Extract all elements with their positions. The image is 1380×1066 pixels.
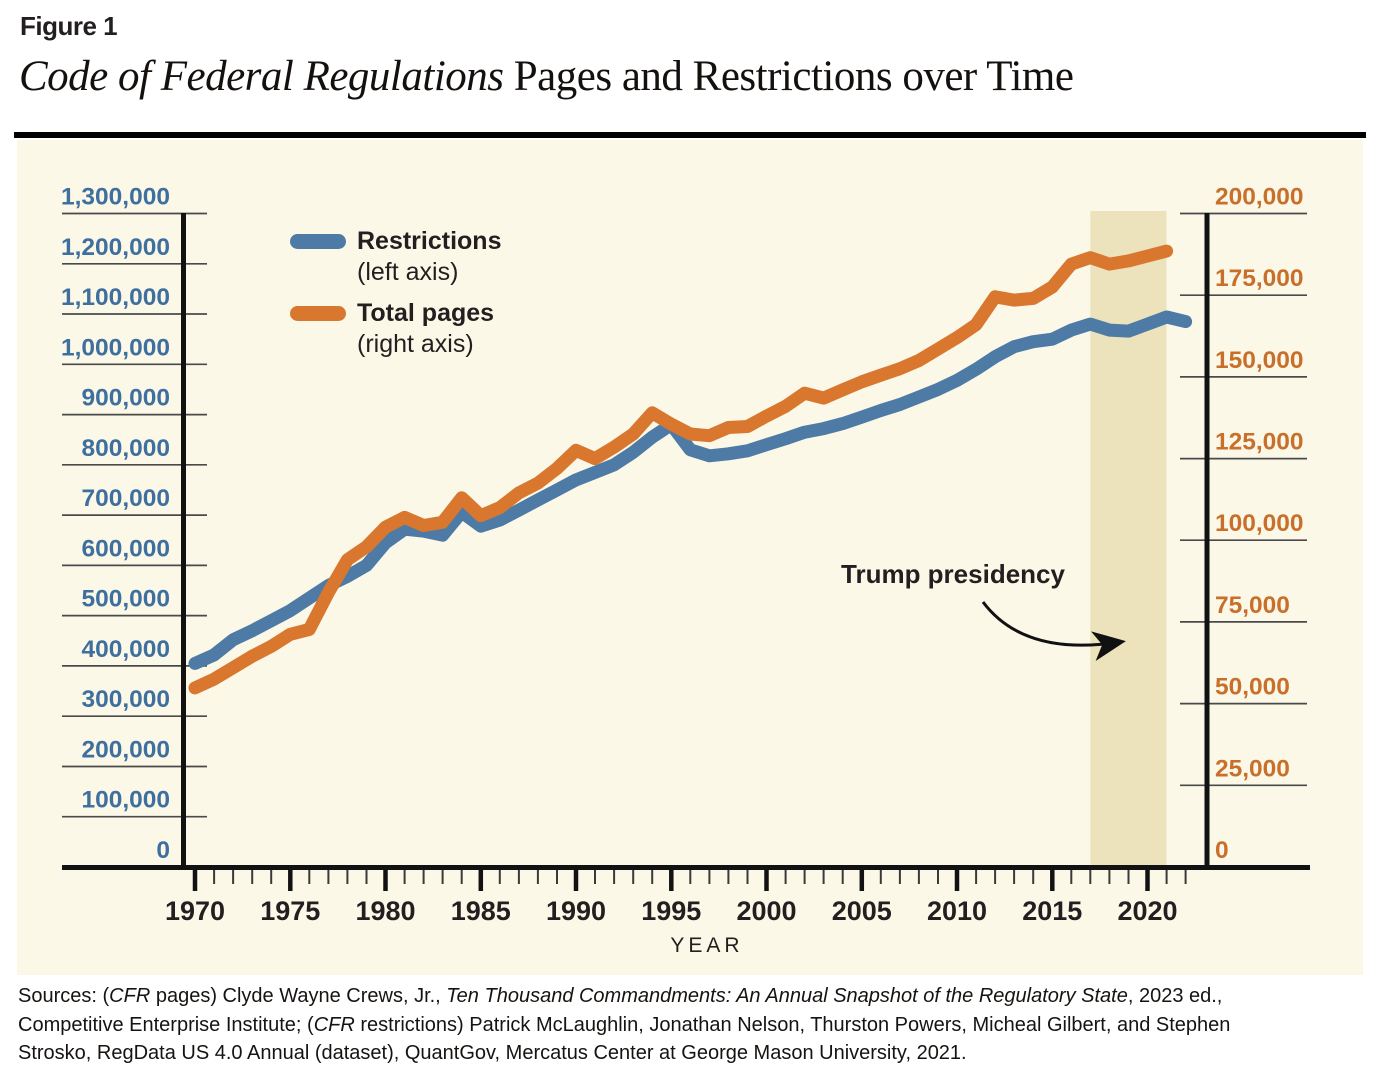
x-axis-tick-label: 1990 xyxy=(546,896,606,926)
legend-swatch-restrictions xyxy=(290,234,346,249)
left-axis-tick-label: 200,000 xyxy=(81,737,170,764)
source-segment-italic: CFR xyxy=(109,985,151,1007)
left-axis-tick-label: 800,000 xyxy=(81,435,170,462)
left-axis-tick-label: 0 xyxy=(156,837,170,864)
legend-label-restrictions: Restrictions xyxy=(357,227,502,255)
right-axis-tick-label: 0 xyxy=(1215,837,1229,864)
source-segment: Strosko, RegData US 4.0 Annual (dataset)… xyxy=(18,1042,967,1064)
right-axis-tick-label: 75,000 xyxy=(1215,592,1290,619)
right-axis-tick-label: 50,000 xyxy=(1215,674,1290,701)
page-title-regular: Pages and Restrictions over Time xyxy=(503,53,1074,100)
left-axis-tick-label: 900,000 xyxy=(81,385,170,412)
x-axis-tick-label: 1995 xyxy=(641,896,701,926)
left-axis-tick-label: 300,000 xyxy=(81,686,170,713)
x-axis-tick-label: 1975 xyxy=(260,896,320,926)
source-segment: , 2023 ed., xyxy=(1127,985,1223,1007)
x-axis-tick-label: 2010 xyxy=(927,896,987,926)
trump-presidency-arrow xyxy=(981,601,1126,661)
source-line: Sources: (CFR pages) Clyde Wayne Crews, … xyxy=(18,982,1366,1011)
x-axis-tick-label: 1980 xyxy=(355,896,415,926)
source-segment: Sources: ( xyxy=(18,985,110,1007)
series-line-total-pages xyxy=(188,244,1174,695)
trump-presidency-annotation: Trump presidency xyxy=(841,559,1065,589)
x-axis-tick-label: 2005 xyxy=(832,896,892,926)
title-divider-rule xyxy=(14,132,1366,138)
left-axis-tick-label: 700,000 xyxy=(81,485,170,512)
left-axis-tick-label: 600,000 xyxy=(81,535,170,562)
page-title: Code of Federal Regulations Pages and Re… xyxy=(19,52,1074,101)
left-axis-tick-label: 500,000 xyxy=(81,586,170,613)
legend-sublabel-right-axis: (right axis) xyxy=(357,330,474,358)
legend-swatch-total-pages xyxy=(290,306,346,321)
series-line-restrictions xyxy=(188,310,1193,670)
x-axis-tick-label: 2000 xyxy=(736,896,796,926)
x-axis-tick-label: 2020 xyxy=(1117,896,1177,926)
right-axis-tick-label: 200,000 xyxy=(1215,184,1304,211)
x-axis-title: YEAR xyxy=(670,934,743,957)
x-axis-tick-label: 2015 xyxy=(1022,896,1082,926)
legend-label-total-pages: Total pages xyxy=(357,299,495,327)
left-axis-tick-label: 1,200,000 xyxy=(61,234,170,261)
source-note: Sources: (CFR pages) Clyde Wayne Crews, … xyxy=(18,982,1366,1066)
x-axis-tick-label: 1970 xyxy=(165,896,225,926)
source-segment-italic: CFR xyxy=(313,1013,355,1036)
source-segment-italic: Ten Thousand Commandments: An Annual Sna… xyxy=(446,985,1128,1007)
left-axis-tick-label: 400,000 xyxy=(81,636,170,663)
source-segment: restrictions) Patrick McLaughlin, Jonath… xyxy=(354,1013,1231,1036)
trump-presidency-band xyxy=(1090,211,1167,867)
left-axis-tick-label: 1,100,000 xyxy=(61,284,170,311)
left-axis-tick-label: 1,000,000 xyxy=(61,334,170,361)
legend-sublabel-left-axis: (left axis) xyxy=(357,258,459,286)
right-axis-tick-label: 125,000 xyxy=(1215,429,1304,456)
left-axis-tick-label: 1,300,000 xyxy=(61,184,170,211)
page-title-italic: Code of Federal Regulations xyxy=(19,53,504,100)
x-axis-tick-label: 1985 xyxy=(451,896,511,926)
right-axis-tick-label: 25,000 xyxy=(1215,755,1290,782)
right-axis-tick-label: 100,000 xyxy=(1215,510,1304,537)
figure-label: Figure 1 xyxy=(20,11,118,41)
source-segment: pages) Clyde Wayne Crews, Jr., xyxy=(150,985,447,1007)
source-line: Competitive Enterprise Institute; (CFR r… xyxy=(18,1011,1366,1040)
left-axis-tick-label: 100,000 xyxy=(81,787,170,814)
right-axis-tick-label: 150,000 xyxy=(1215,347,1304,374)
right-axis-tick-label: 175,000 xyxy=(1215,265,1304,292)
source-segment: Competitive Enterprise Institute; ( xyxy=(18,1013,314,1036)
source-line: Strosko, RegData US 4.0 Annual (dataset)… xyxy=(18,1039,1366,1066)
